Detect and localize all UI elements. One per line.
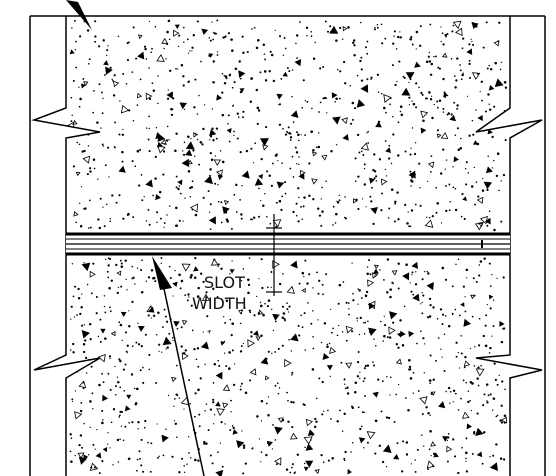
outer-frame (29, 15, 546, 476)
concrete-stipple (67, 19, 508, 476)
top-leader-arrowhead (66, 0, 92, 30)
slot-width-label-line2: WIDTH (192, 294, 247, 313)
slot-joint (66, 232, 510, 256)
slot-width-label-line1: SLOT (204, 273, 245, 292)
leader-arrow (152, 256, 205, 476)
slot-width-dimension (266, 214, 282, 296)
